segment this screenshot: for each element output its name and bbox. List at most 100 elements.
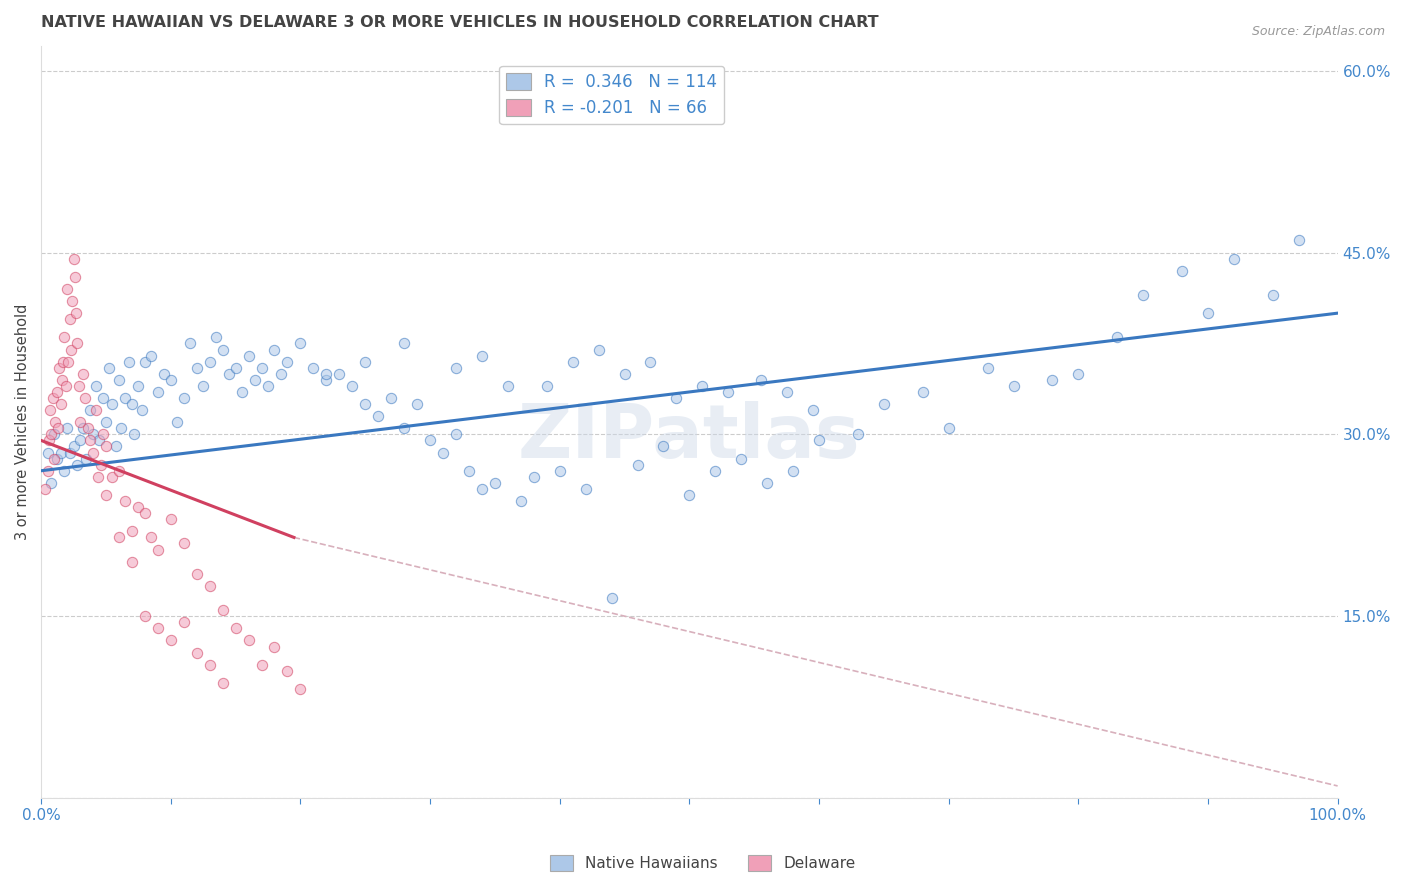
Point [79, 434, 101, 448]
Point [159, 373, 181, 387]
Point [354, 397, 377, 411]
Point [87, 470, 110, 484]
Point [118, 354, 141, 368]
Point [63, 269, 86, 284]
Point [218, 367, 240, 381]
Point [173, 615, 195, 630]
Point [276, 354, 298, 368]
Point [146, 621, 169, 635]
Point [873, 397, 896, 411]
Point [1261, 288, 1284, 302]
Point [121, 555, 143, 569]
Point [84, 379, 107, 393]
Point [114, 391, 136, 405]
Point [600, 591, 623, 605]
Point [665, 391, 688, 405]
Point [41, 427, 63, 442]
Point [41, 475, 63, 490]
Point [808, 434, 831, 448]
Point [55, 379, 77, 393]
Point [198, 579, 221, 593]
Text: ZIPatlas: ZIPatlas [517, 401, 860, 474]
Point [62, 440, 84, 454]
Point [46, 421, 69, 435]
Point [94, 415, 117, 429]
Point [94, 488, 117, 502]
Point [231, 384, 253, 399]
Point [121, 524, 143, 539]
Point [392, 421, 415, 435]
Point [749, 373, 772, 387]
Point [717, 384, 740, 399]
Point [69, 434, 91, 448]
Point [66, 336, 89, 351]
Point [392, 336, 415, 351]
Point [1002, 379, 1025, 393]
Point [34, 482, 56, 496]
Point [42, 427, 65, 442]
Point [72, 421, 94, 435]
Point [846, 427, 869, 442]
Point [263, 343, 285, 357]
Point [225, 360, 247, 375]
Point [110, 421, 132, 435]
Point [1107, 330, 1129, 344]
Point [134, 506, 156, 520]
Point [90, 458, 112, 472]
Point [1223, 252, 1246, 266]
Point [101, 470, 124, 484]
Point [198, 657, 221, 672]
Point [153, 367, 176, 381]
Point [652, 440, 675, 454]
Point [640, 354, 662, 368]
Point [193, 379, 215, 393]
Point [37, 464, 59, 478]
Point [367, 409, 389, 424]
Point [42, 391, 65, 405]
Point [89, 434, 111, 448]
Point [179, 336, 201, 351]
Point [45, 384, 67, 399]
Point [1042, 373, 1064, 387]
Point [146, 384, 169, 399]
Point [1197, 306, 1219, 320]
Point [76, 451, 98, 466]
Point [59, 312, 82, 326]
Point [69, 415, 91, 429]
Point [444, 360, 467, 375]
Point [59, 343, 82, 357]
Point [37, 445, 59, 459]
Point [53, 464, 76, 478]
Point [938, 421, 960, 435]
Point [198, 354, 221, 368]
Point [406, 397, 429, 411]
Point [166, 415, 188, 429]
Point [93, 391, 115, 405]
Point [270, 367, 292, 381]
Point [62, 252, 84, 266]
Point [42, 451, 65, 466]
Point [75, 391, 97, 405]
Point [186, 566, 208, 581]
Point [53, 330, 76, 344]
Point [444, 427, 467, 442]
Point [141, 349, 163, 363]
Point [131, 403, 153, 417]
Point [127, 500, 149, 515]
Point [173, 391, 195, 405]
Point [523, 470, 546, 484]
Point [243, 373, 266, 387]
Point [52, 354, 75, 368]
Point [782, 464, 804, 478]
Point [58, 354, 80, 368]
Point [124, 427, 146, 442]
Point [315, 367, 337, 381]
Point [588, 343, 610, 357]
Point [186, 646, 208, 660]
Point [432, 445, 454, 459]
Point [775, 384, 797, 399]
Text: Source: ZipAtlas.com: Source: ZipAtlas.com [1251, 25, 1385, 38]
Point [290, 336, 312, 351]
Point [105, 440, 128, 454]
Point [692, 379, 714, 393]
